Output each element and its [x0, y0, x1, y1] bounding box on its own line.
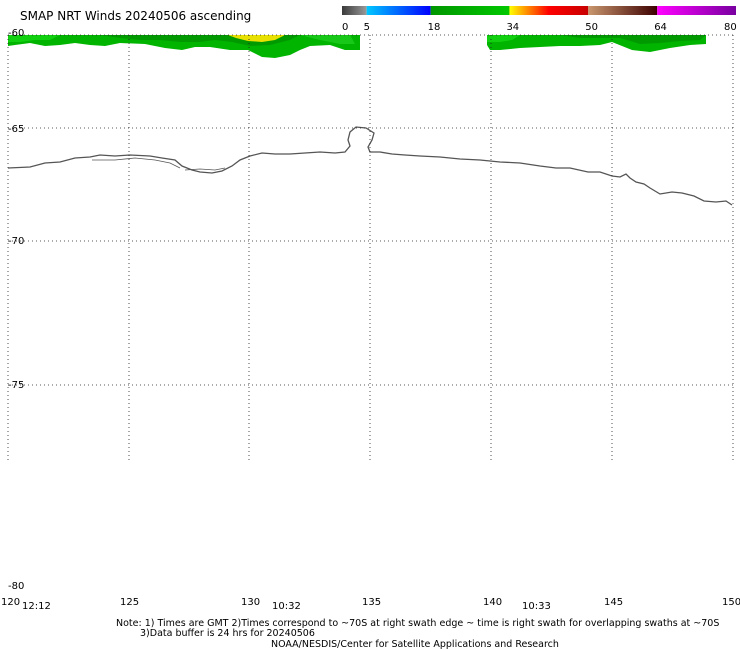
colorbar-tick-label: 80 [724, 22, 737, 33]
lon-label: 130 [241, 597, 260, 608]
time-label: 10:33 [522, 601, 551, 612]
footer-notes: Note: 1) Times are GMT 2)Times correspon… [116, 618, 719, 650]
lat-label: -60 [8, 28, 24, 39]
colorbar-segment [342, 6, 367, 15]
time-label: 12:12 [22, 601, 51, 612]
colorbar-segment [588, 6, 658, 15]
colorbar-tick-label: 34 [506, 22, 519, 33]
lon-label: 145 [604, 597, 623, 608]
note-line-1: Note: 1) Times are GMT 2)Times correspon… [116, 618, 719, 629]
graticule [7, 34, 734, 463]
colorbar-segment [509, 6, 589, 15]
colorbar-segment [657, 6, 736, 15]
wind-swath-left [8, 35, 360, 58]
lon-label: 125 [120, 597, 139, 608]
colorbar-segment [430, 6, 510, 15]
colorbar-tick-label: 18 [428, 22, 441, 33]
wind-swath-right [487, 35, 706, 52]
lat-label: -70 [8, 236, 24, 247]
lon-label: 140 [483, 597, 502, 608]
lon-label: 135 [362, 597, 381, 608]
antarctic-coastline [7, 126, 733, 206]
colorbar-tick-label: 50 [585, 22, 598, 33]
latitude-labels: -60 -65 -70 -75 -80 [8, 28, 24, 592]
lon-label: 150 [722, 597, 740, 608]
lat-label: -80 [8, 581, 24, 592]
note-line-3: NOAA/NESDIS/Center for Satellite Applica… [271, 639, 559, 650]
colorbar-tick-label: 5 [364, 22, 370, 33]
colorbar-tick-label: 64 [654, 22, 667, 33]
colorbar-segment [366, 6, 431, 15]
wind-speed-colorbar: 0 5 18 34 50 64 80 [342, 6, 737, 33]
swath-time-labels: 12:12 10:32 10:33 [22, 601, 551, 612]
note-line-2: 3)Data buffer is 24 hrs for 20240506 [140, 628, 315, 639]
time-label: 10:32 [272, 601, 301, 612]
map-title: SMAP NRT Winds 20240506 ascending [20, 9, 251, 23]
longitude-labels: 120 125 130 135 140 145 150 [1, 597, 740, 608]
lat-label: -75 [8, 380, 24, 391]
colorbar-tick-label: 0 [342, 22, 348, 33]
lon-label: 120 [1, 597, 20, 608]
lat-label: -65 [8, 124, 24, 135]
